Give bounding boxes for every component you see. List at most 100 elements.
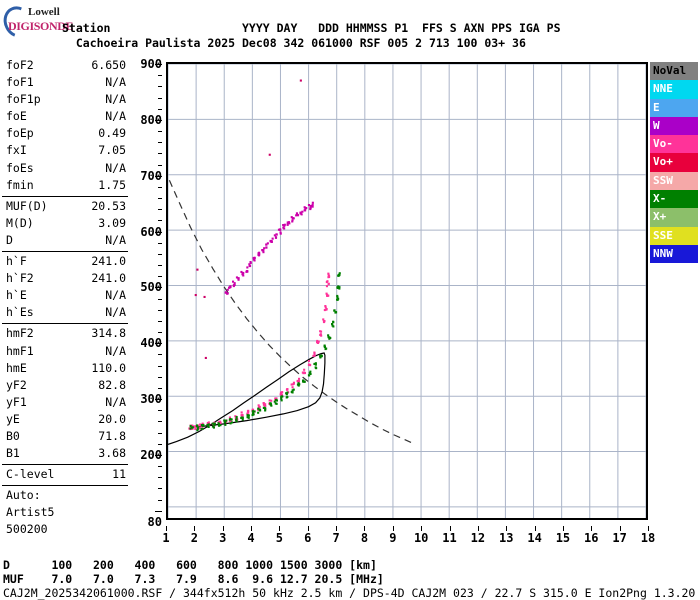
param-group-virtual-heights: h`F 241.0 h`F2 241.0 h`E N/A h`Es N/A [2,254,128,322]
legend-item-vo-[interactable]: Vo+ [650,153,698,172]
y-axis-tick-label: 700 [140,168,162,183]
param-row-hme: hmE 110.0 [2,361,128,378]
y-axis-tick-label: 300 [140,392,162,407]
param-value: N/A [105,92,126,107]
param-key: D [6,232,13,247]
param-key: B0 [6,428,20,443]
param-value: 82.8 [98,377,126,392]
param-value: 314.8 [91,326,126,341]
param-row-yf2: yF2 82.8 [2,378,128,395]
param-value: 71.8 [98,428,126,443]
y-axis-tick [155,64,162,65]
param-key: foE [6,109,27,124]
param-key: foF1 [6,75,34,90]
header-column-labels: Station YYYY DAY DDD HHMMSS P1 FFS S AXN… [62,21,561,35]
param-value: N/A [105,288,126,303]
param-key: foEp [6,126,34,141]
y-axis-tick [155,119,162,121]
y-axis-tick [158,354,162,356]
x-axis-tick-label: 9 [389,531,397,545]
x-axis-tick-label: 18 [640,531,656,545]
y-axis-labels: 80 200 300 400 500 600 700 800 900 [126,57,162,529]
x-axis-tick-label: 17 [612,531,627,545]
auto-scaler-version: 500200 [6,522,48,537]
x-axis-tick-label: 6 [304,531,312,545]
y-axis-tick [158,276,162,278]
param-row-fof1p: foF1p N/A [2,92,128,109]
legend-item-vo-[interactable]: Vo- [650,135,698,154]
y-axis-tick [158,432,162,434]
x-axis-tick [477,526,479,531]
y-axis-tick [158,198,162,200]
polarization-direction-legend: NoVal NNE E W Vo- Vo+ SSW X- X+ SSE NNW [650,62,698,264]
param-group-muf: MUF(D) 20.53 M(D) 3.09 D N/A [2,199,128,250]
y-axis-tick [158,298,162,300]
ionogram-plot-area[interactable] [166,62,648,520]
x-axis-tick [392,526,394,531]
param-value: N/A [105,305,126,320]
legend-item-nnw[interactable]: NNW [650,244,698,264]
param-row-mufd: MUF(D) 20.53 [2,199,128,216]
x-axis-tick [307,526,309,531]
param-key: yF2 [6,377,27,392]
y-axis-tick [158,320,162,322]
legend-item-e[interactable]: E [650,98,698,117]
param-value: 241.0 [91,254,126,269]
x-axis-tick [251,526,253,531]
y-axis-tick [158,242,162,244]
param-value: 1.75 [98,177,126,192]
param-row-b0: B0 71.8 [2,429,128,446]
param-row-foe: foE N/A [2,109,128,126]
y-axis-tick [158,86,162,88]
legend-item-w[interactable]: W [650,116,698,136]
param-key: h`F [6,254,27,269]
x-axis-tick-label: 15 [555,531,571,545]
footer-distance-row: D 100 200 400 600 800 1000 1500 3000 [km… [3,558,377,572]
x-axis-tick-label: 11 [442,531,457,545]
x-axis-tick [222,526,224,531]
x-axis-tick-label: 14 [527,531,542,545]
y-axis-tick [155,287,162,289]
x-axis-tick [166,526,167,531]
param-value: 3.68 [98,446,126,461]
param-divider [2,251,128,253]
y-axis-tick [158,488,162,490]
param-key: foF1p [6,92,41,107]
param-row-foep: foEp 0.49 [2,126,128,143]
param-value: 3.09 [98,215,126,230]
ionogram-canvas [168,64,646,518]
param-key: h`E [6,288,27,303]
footer-file-info: CAJ2M_2025342061000.RSF / 344fx512h 50 k… [3,586,696,600]
x-axis-tick-label: 5 [275,531,284,545]
x-axis-tick [336,526,338,531]
legend-item-x-[interactable]: X+ [650,208,698,227]
param-row-hpf2: h`F2 241.0 [2,271,128,288]
param-row-yf1: yF1 N/A [2,395,128,412]
header-values-row: Cachoeira Paulista 2025 Dec08 342 061000… [62,36,526,50]
y-axis-tick [158,477,162,479]
legend-item-sse[interactable]: SSE [650,226,698,245]
param-value: 0.49 [98,126,126,141]
y-axis-tick [158,332,162,334]
y-axis-tick [158,131,162,133]
param-row-hmf2: hmF2 314.8 [2,326,128,343]
legend-item-nne[interactable]: NNE [650,80,698,99]
x-axis-tick-label: 4 [247,531,255,545]
y-axis-tick [158,443,162,445]
y-axis-tick [158,421,162,423]
legend-item-ssw[interactable]: SSW [650,171,698,191]
x-axis-tick [562,526,564,531]
param-value: N/A [105,75,126,90]
x-axis-tick-label: 10 [413,531,429,545]
param-key: hmE [6,360,27,375]
param-row-c-level: C-level 11 [2,467,128,484]
param-key: fxI [6,143,27,158]
x-axis-tick [364,526,366,531]
param-row-fxi: fxI 7.05 [2,143,128,160]
param-key: C-level [6,467,55,482]
legend-item-x-[interactable]: X- [650,190,698,209]
y-axis-tick [158,410,162,412]
y-axis-tick [155,399,162,401]
legend-item-noval[interactable]: NoVal [650,62,698,81]
lowell-digisonde-logo: Lowell DIGISONDE [0,1,98,43]
